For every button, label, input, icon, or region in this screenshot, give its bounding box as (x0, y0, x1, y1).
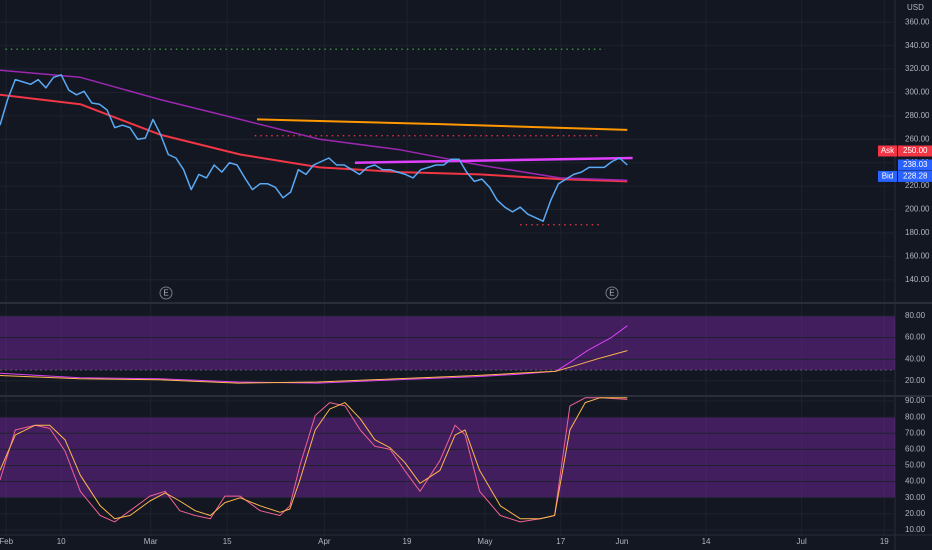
x-tick-label: 19 (403, 537, 412, 546)
y-tick-label: 220.00 (905, 181, 930, 190)
marker-value: 228.28 (903, 172, 928, 181)
series-line (0, 69, 628, 182)
earnings-label: E (163, 289, 168, 298)
earnings-marker (605, 286, 619, 300)
marker-name: Ask (881, 146, 895, 155)
series-line (0, 397, 628, 520)
currency-label: USD (907, 3, 924, 12)
series-line (354, 156, 633, 164)
marker-value: 238.03 (903, 160, 928, 169)
y-tick-label: 80.00 (905, 412, 926, 421)
y-tick-label: 90.00 (905, 396, 926, 405)
marker-name: Bid (882, 172, 894, 181)
y-tick-label: 200.00 (905, 205, 930, 214)
band (0, 315, 895, 371)
marker-name-box (878, 145, 897, 157)
marker-value: 250.00 (903, 146, 928, 155)
series-line (0, 74, 628, 222)
y-tick-label: 280.00 (905, 111, 930, 120)
series-line (0, 397, 628, 523)
series-line (0, 350, 628, 384)
marker-value-box (898, 145, 932, 157)
y-tick-label: 300.00 (905, 88, 930, 97)
y-tick-label: 10.00 (905, 525, 926, 534)
x-tick-label: 15 (223, 537, 232, 546)
y-tick-label: 60.00 (905, 445, 926, 454)
x-tick-label: Jun (615, 537, 628, 546)
y-tick-label: 320.00 (905, 64, 930, 73)
y-tick-label: 50.00 (905, 461, 926, 470)
marker-value-box (898, 170, 932, 182)
y-tick-label: 60.00 (905, 333, 926, 342)
x-tick-label: 14 (702, 537, 711, 546)
x-tick-label: 10 (57, 537, 66, 546)
band (0, 417, 895, 498)
y-tick-label: 40.00 (905, 354, 926, 363)
y-tick-label: 30.00 (905, 493, 926, 502)
earnings-label: E (609, 289, 614, 298)
y-tick-label: 80.00 (905, 311, 926, 320)
series-line (256, 118, 628, 131)
y-tick-label: 40.00 (905, 477, 926, 486)
x-tick-label: Mar (144, 537, 158, 546)
x-tick-label: Apr (318, 537, 331, 546)
y-tick-label: 180.00 (905, 228, 930, 237)
marker-value-box (898, 159, 932, 171)
marker-name-box (878, 170, 897, 182)
x-tick-label: May (477, 537, 492, 546)
x-tick-label: 17 (556, 537, 565, 546)
x-tick-label: 19 (880, 537, 889, 546)
earnings-marker (159, 286, 173, 300)
x-tick-label: Jul (797, 537, 807, 546)
y-tick-label: 260.00 (905, 134, 930, 143)
y-tick-label: 360.00 (905, 17, 930, 26)
y-tick-label: 20.00 (905, 509, 926, 518)
y-tick-label: 70.00 (905, 428, 926, 437)
series-line (0, 93, 628, 183)
y-tick-label: 340.00 (905, 41, 930, 50)
series-line (0, 325, 628, 384)
y-tick-label: 160.00 (905, 251, 930, 260)
x-tick-label: Feb (0, 537, 14, 546)
y-tick-label: 140.00 (905, 275, 930, 284)
y-tick-label: 20.00 (905, 376, 926, 385)
